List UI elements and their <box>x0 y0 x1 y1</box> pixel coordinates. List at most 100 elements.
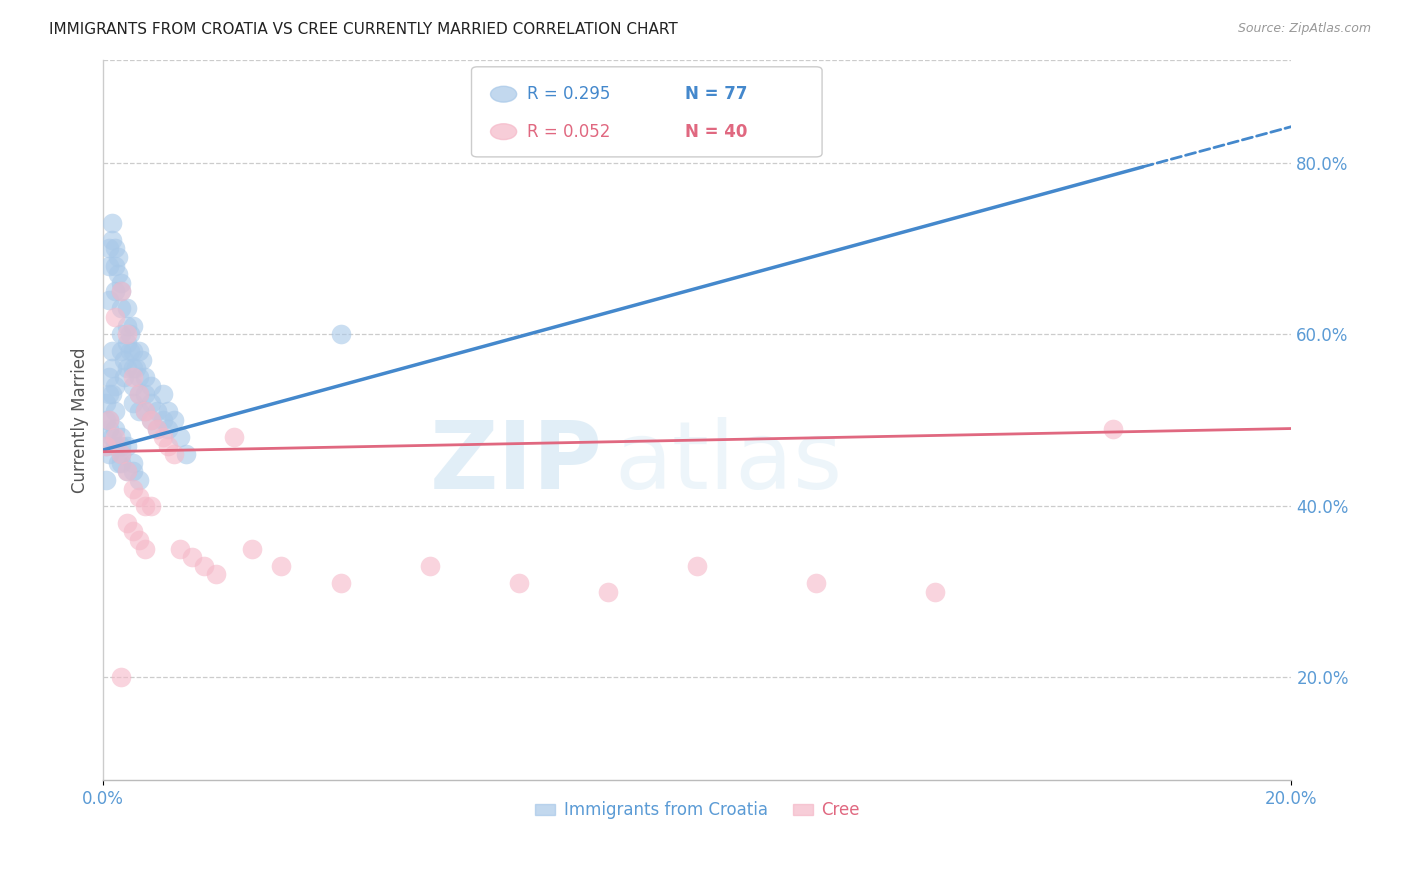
Point <box>176 447 198 461</box>
Point <box>94 473 117 487</box>
Point <box>128 404 150 418</box>
Point <box>94 439 117 453</box>
Text: IMMIGRANTS FROM CROATIA VS CREE CURRENTLY MARRIED CORRELATION CHART: IMMIGRANTS FROM CROATIA VS CREE CURRENTL… <box>49 22 678 37</box>
Point <box>139 396 162 410</box>
Point <box>110 447 132 461</box>
Point <box>104 241 127 255</box>
Point <box>98 370 121 384</box>
Point <box>121 361 143 376</box>
Text: ZIP: ZIP <box>429 417 602 509</box>
Point <box>134 387 156 401</box>
Point <box>139 499 162 513</box>
Point <box>110 327 132 342</box>
Point <box>121 370 143 384</box>
Point <box>121 318 143 333</box>
Point <box>94 413 117 427</box>
Point <box>145 404 167 418</box>
Point <box>804 576 827 591</box>
Point <box>1102 421 1125 435</box>
Point <box>598 584 620 599</box>
Point <box>104 439 127 453</box>
Point <box>101 361 124 376</box>
Point <box>104 430 127 444</box>
Point <box>110 285 132 299</box>
Point <box>98 413 121 427</box>
Point <box>98 447 121 461</box>
Point <box>121 524 143 539</box>
Point <box>152 413 174 427</box>
Point <box>134 370 156 384</box>
FancyBboxPatch shape <box>471 67 823 157</box>
Point <box>104 310 127 324</box>
Text: atlas: atlas <box>614 417 842 509</box>
Point <box>157 404 180 418</box>
Point <box>121 378 143 392</box>
Point <box>115 516 138 530</box>
Point <box>163 447 186 461</box>
Point <box>94 396 117 410</box>
Point <box>193 558 215 573</box>
Y-axis label: Currently Married: Currently Married <box>72 347 89 492</box>
Point <box>115 327 138 342</box>
Point <box>107 456 129 470</box>
Point <box>125 361 148 376</box>
Point <box>110 439 132 453</box>
Point <box>121 465 143 479</box>
Point <box>131 352 153 367</box>
Point <box>101 233 124 247</box>
Point <box>115 465 138 479</box>
Point <box>134 404 156 418</box>
Point <box>101 344 124 359</box>
Point <box>104 378 127 392</box>
Point <box>128 387 150 401</box>
Point <box>110 670 132 684</box>
Point <box>240 541 263 556</box>
Point <box>110 344 132 359</box>
Point <box>121 344 143 359</box>
Point <box>104 404 127 418</box>
Point <box>104 259 127 273</box>
Point <box>112 370 135 384</box>
Point <box>110 276 132 290</box>
Point <box>157 421 180 435</box>
Point <box>924 584 946 599</box>
Point <box>101 216 124 230</box>
Point <box>270 558 292 573</box>
Point <box>104 421 127 435</box>
Point <box>163 413 186 427</box>
Point <box>110 430 132 444</box>
Point <box>145 421 167 435</box>
Point <box>107 267 129 281</box>
Point <box>101 387 124 401</box>
Point <box>115 465 138 479</box>
Point <box>121 482 143 496</box>
Point <box>419 558 441 573</box>
Legend: Immigrants from Croatia, Cree: Immigrants from Croatia, Cree <box>529 795 866 826</box>
Point <box>222 430 245 444</box>
Point <box>139 378 162 392</box>
Point <box>139 413 162 427</box>
Text: N = 40: N = 40 <box>685 123 748 141</box>
Point <box>98 259 121 273</box>
Point <box>115 318 138 333</box>
Point <box>139 413 162 427</box>
Point <box>98 387 121 401</box>
Point <box>98 421 121 435</box>
Point <box>329 576 352 591</box>
Point <box>121 396 143 410</box>
Point <box>134 541 156 556</box>
Text: R = 0.052: R = 0.052 <box>527 123 610 141</box>
Point <box>128 370 150 384</box>
Point <box>205 567 228 582</box>
Circle shape <box>491 124 516 139</box>
Point <box>94 439 117 453</box>
Point <box>128 533 150 547</box>
Point <box>110 456 132 470</box>
Point <box>128 344 150 359</box>
Point <box>107 250 129 264</box>
Point <box>115 439 138 453</box>
Point <box>134 499 156 513</box>
Point <box>98 413 121 427</box>
Point <box>157 439 180 453</box>
Point <box>686 558 709 573</box>
